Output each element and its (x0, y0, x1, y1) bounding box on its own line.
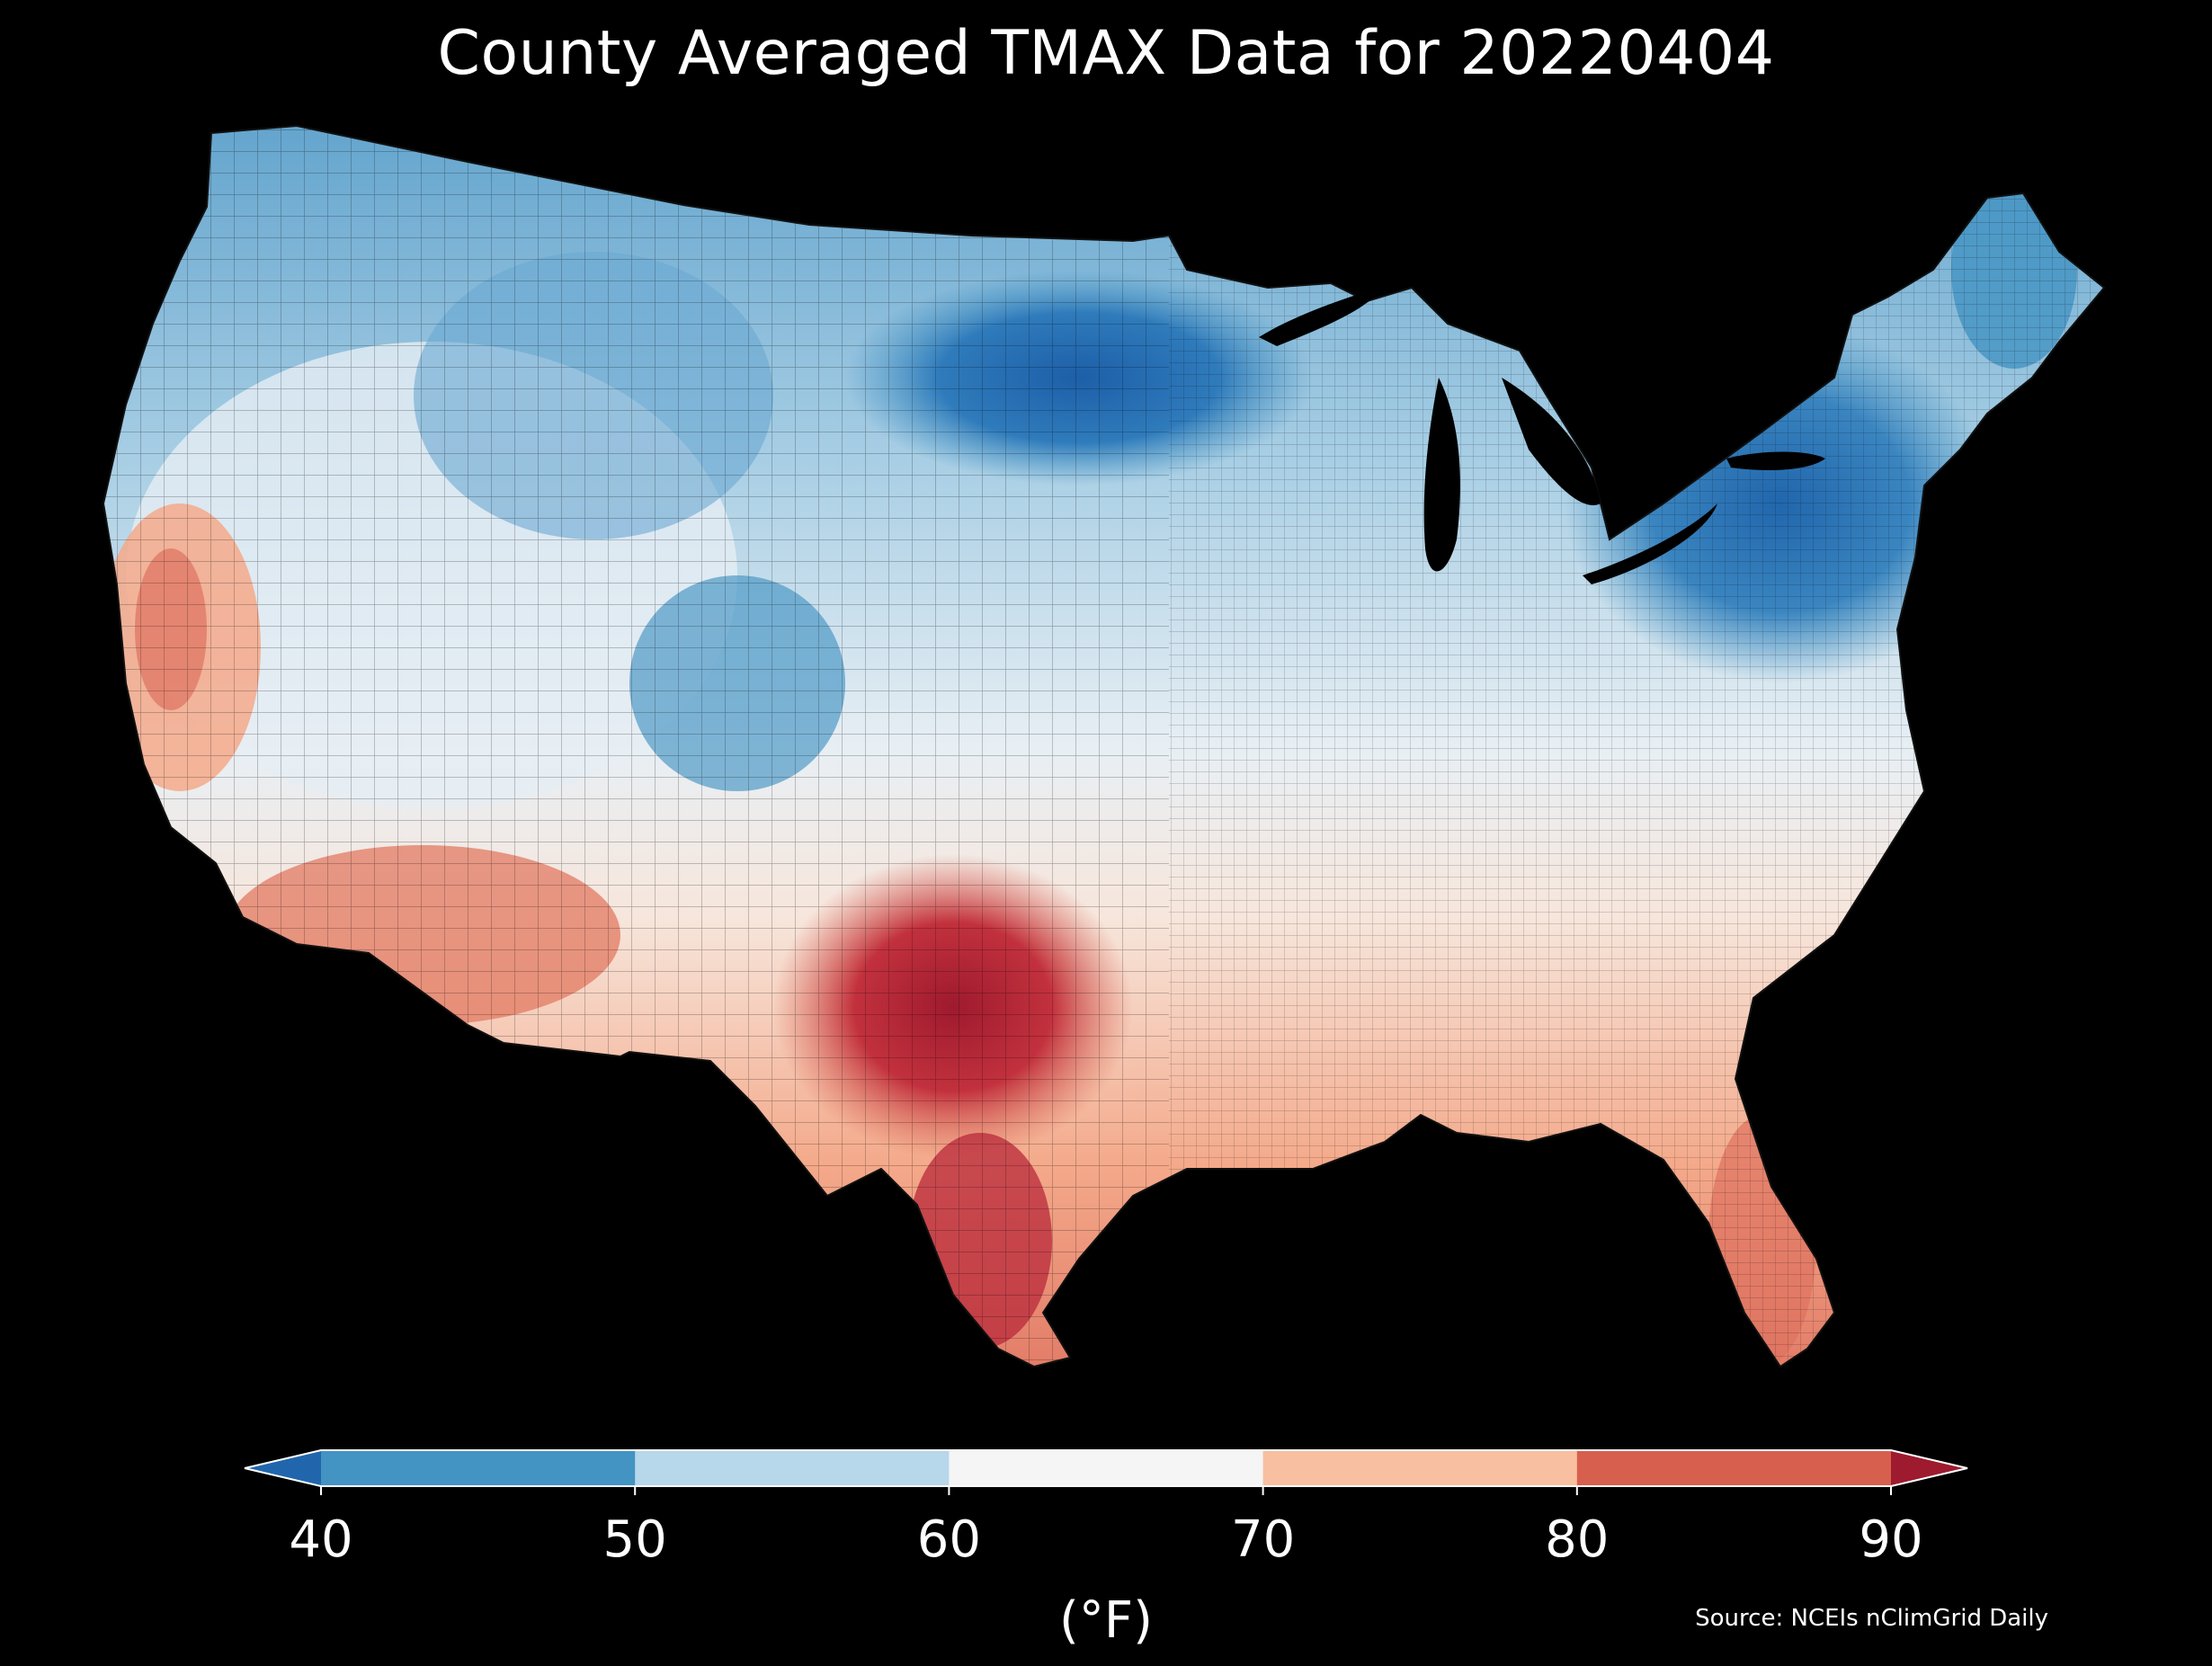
great-lakes (1259, 286, 1825, 584)
colorbar-bin (1576, 1450, 1892, 1486)
colorbar-extend-low (245, 1450, 321, 1486)
source-label: Source: NCEIs nClimGrid Daily (1695, 1605, 2048, 1632)
colorbar-tick-label: 70 (1230, 1510, 1296, 1569)
colorbar-tick-label: 60 (916, 1510, 982, 1569)
map-title: County Averaged TMAX Data for 20220404 (437, 18, 1775, 89)
colorbar-tick-label: 80 (1545, 1510, 1610, 1569)
colorbar-tick-label: 50 (602, 1510, 667, 1569)
colorbar-tick-label: 90 (1859, 1510, 1923, 1569)
colorbar-bin (321, 1450, 636, 1486)
colorbar-bin (949, 1450, 1264, 1486)
colorbar-bin (1262, 1450, 1578, 1486)
colorbar-unit-label: (°F) (1059, 1591, 1153, 1650)
colorbar-tick-label: 40 (289, 1510, 353, 1569)
colorbar-bin (635, 1450, 950, 1486)
colorbar-extend-high (1891, 1450, 1967, 1486)
